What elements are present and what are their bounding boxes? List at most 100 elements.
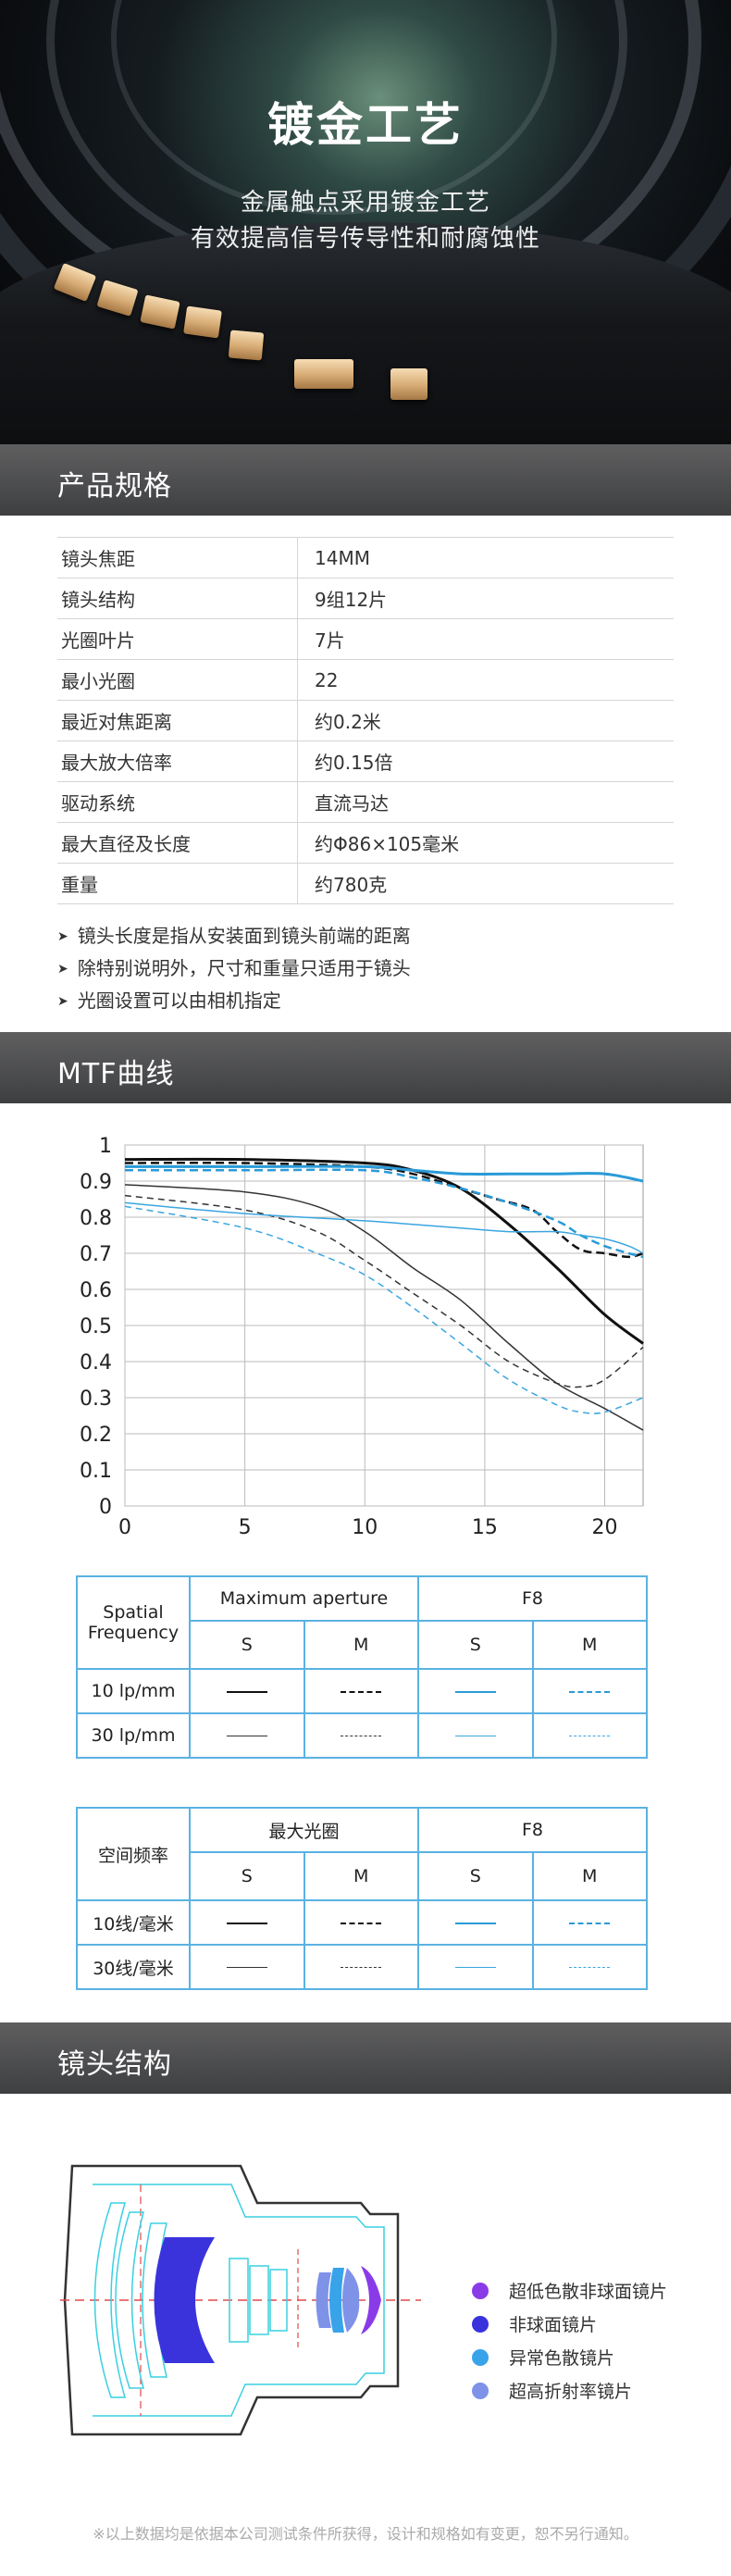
legend-row-label: 30 lp/mm	[76, 1712, 191, 1759]
legend-row-header: Spatial Frequency	[76, 1575, 191, 1670]
spec-key: 光圈叶片	[57, 618, 298, 660]
hero-subtitle: 金属触点采用镀金工艺	[240, 189, 490, 217]
table-row: 镜头焦距 14MM	[57, 537, 674, 579]
legend-dot-icon	[472, 2348, 489, 2366]
legend-row-label: 10线/毫米	[76, 1899, 191, 1946]
spec-value: 22	[297, 659, 674, 701]
section-header-specs: 产品规格	[0, 444, 731, 516]
x-tick-label: 10	[352, 1516, 378, 1539]
legend-group-label: F8	[417, 1575, 648, 1622]
spec-key: 最大直径及长度	[57, 822, 298, 864]
mtf-series-line	[124, 1205, 644, 1414]
table-row: 光圈叶片 7片	[57, 618, 674, 660]
lens-barrel-inner	[93, 2184, 385, 2417]
aspherical-element	[154, 2237, 215, 2363]
hero-subtitle: 有效提高信号传导性和耐腐蚀性	[190, 225, 540, 253]
y-tick-label: 0.9	[80, 1171, 112, 1194]
high-refraction-element	[316, 2272, 331, 2328]
lens-legend-item: 超高折射率镜片	[472, 2375, 667, 2408]
legend-col-label: M	[531, 1851, 648, 1901]
table-row: 最大放大倍率 约0.15倍	[57, 740, 674, 782]
legend-group-label: Maximum aperture	[189, 1575, 419, 1622]
legend-swatch	[303, 1899, 419, 1946]
section-header-mtf: MTF曲线	[0, 1032, 731, 1103]
lens-element	[269, 2269, 288, 2332]
spec-value: 约0.2米	[297, 700, 674, 741]
table-row: 镜头结构 9组12片	[57, 578, 674, 619]
high-refraction-element	[342, 2268, 360, 2333]
legend-row-header: 空间频率	[76, 1807, 191, 1901]
mtf-legend-cn: 空间频率 最大光圈 F8 S M S M 10线/毫米 30线/毫米	[76, 1807, 648, 1990]
y-tick-label: 0.3	[80, 1388, 112, 1411]
ed-aspherical-element	[361, 2266, 381, 2334]
spec-notes: 镜头长度是指从安装面到镜头前端的距离 除特别说明外，尺寸和重量只适用于镜头 光圈…	[57, 921, 411, 1018]
x-tick-label: 5	[239, 1516, 252, 1539]
spec-note: 除特别说明外，尺寸和重量只适用于镜头	[57, 953, 411, 986]
spec-table: 镜头焦距 14MM 镜头结构 9组12片 光圈叶片 7片 最小光圈 22 最近对焦距离约…	[57, 537, 674, 904]
section-header-lens: 镜头结构	[0, 2022, 731, 2094]
legend-label: 超高折射率镜片	[509, 2382, 633, 2402]
legend-label: 超低色散非球面镜片	[509, 2282, 668, 2302]
y-tick-label: 0.4	[80, 1351, 112, 1375]
mtf-legend-en: Spatial Frequency Maximum aperture F8 S …	[76, 1575, 648, 1759]
legend-swatch	[531, 1712, 648, 1759]
spec-key: 重量	[57, 863, 298, 904]
legend-swatch	[417, 1899, 534, 1946]
spec-key: 驱动系统	[57, 781, 298, 823]
gold-contact	[390, 368, 427, 400]
mtf-series-line	[124, 1184, 644, 1431]
legend-swatch	[531, 1899, 648, 1946]
legend-swatch	[417, 1944, 534, 1990]
spec-value: 14MM	[297, 537, 674, 579]
section-title: 镜头结构	[57, 2048, 172, 2081]
spec-key: 最小光圈	[57, 659, 298, 701]
legend-col-label: M	[303, 1851, 419, 1901]
y-tick-label: 1	[99, 1135, 112, 1158]
lens-legend-item: 非球面镜片	[472, 2308, 667, 2342]
legend-col-label: S	[189, 1620, 305, 1670]
y-tick-label: 0.2	[80, 1424, 112, 1447]
legend-label: 非球面镜片	[509, 2315, 598, 2335]
spec-value: 约780克	[297, 863, 674, 904]
table-row: 驱动系统 直流马达	[57, 781, 674, 823]
legend-group-label: F8	[417, 1807, 648, 1853]
legend-col-label: M	[531, 1620, 648, 1670]
y-tick-label: 0.8	[80, 1207, 112, 1230]
legend-swatch	[531, 1944, 648, 1990]
legend-swatch	[303, 1944, 419, 1990]
lens-element	[115, 2211, 144, 2389]
legend-col-label: S	[417, 1851, 534, 1901]
footnote: ※以上数据均是依据本公司测试条件所获得，设计和规格如有变更，恕不另行通知。	[93, 2525, 638, 2543]
table-row: 最近对焦距离 约0.2米	[57, 700, 674, 741]
legend-col-label: S	[417, 1620, 534, 1670]
lens-barrel-outline	[63, 2164, 400, 2436]
table-row: 最大直径及长度 约Φ86×105毫米	[57, 822, 674, 864]
spec-value: 7片	[297, 618, 674, 660]
spec-value: 约Φ86×105毫米	[297, 822, 674, 864]
gold-contact	[228, 330, 265, 361]
mtf-series-line	[125, 1168, 644, 1259]
mtf-series-line	[124, 1164, 644, 1183]
legend-swatch	[189, 1899, 305, 1946]
gold-contact	[183, 305, 222, 339]
spec-value: 9组12片	[297, 578, 674, 619]
y-tick-label: 0.7	[80, 1243, 112, 1266]
gold-contact	[294, 359, 353, 389]
table-row: 重量 约780克	[57, 863, 674, 904]
mtf-series-line	[124, 1161, 644, 1259]
legend-swatch	[531, 1668, 648, 1714]
hero-banner: 镀金工艺 金属触点采用镀金工艺 有效提高信号传导性和耐腐蚀性	[0, 0, 731, 444]
legend-swatch	[417, 1712, 534, 1759]
spec-key: 最大放大倍率	[57, 740, 298, 782]
lens-legend: 超低色散非球面镜片 非球面镜片 异常色散镜片 超高折射率镜片	[472, 2275, 667, 2408]
spec-key: 最近对焦距离	[57, 700, 298, 741]
legend-group-label: 最大光圈	[189, 1807, 419, 1853]
ed-element	[329, 2268, 344, 2333]
legend-swatch	[303, 1712, 419, 1759]
legend-dot-icon	[472, 2382, 489, 2399]
legend-row-label: 30线/毫米	[76, 1944, 191, 1990]
mtf-series-line	[124, 1157, 644, 1345]
mtf-series-line	[124, 1201, 644, 1254]
x-tick-label: 15	[472, 1516, 498, 1539]
x-tick-label: 0	[118, 1516, 131, 1539]
